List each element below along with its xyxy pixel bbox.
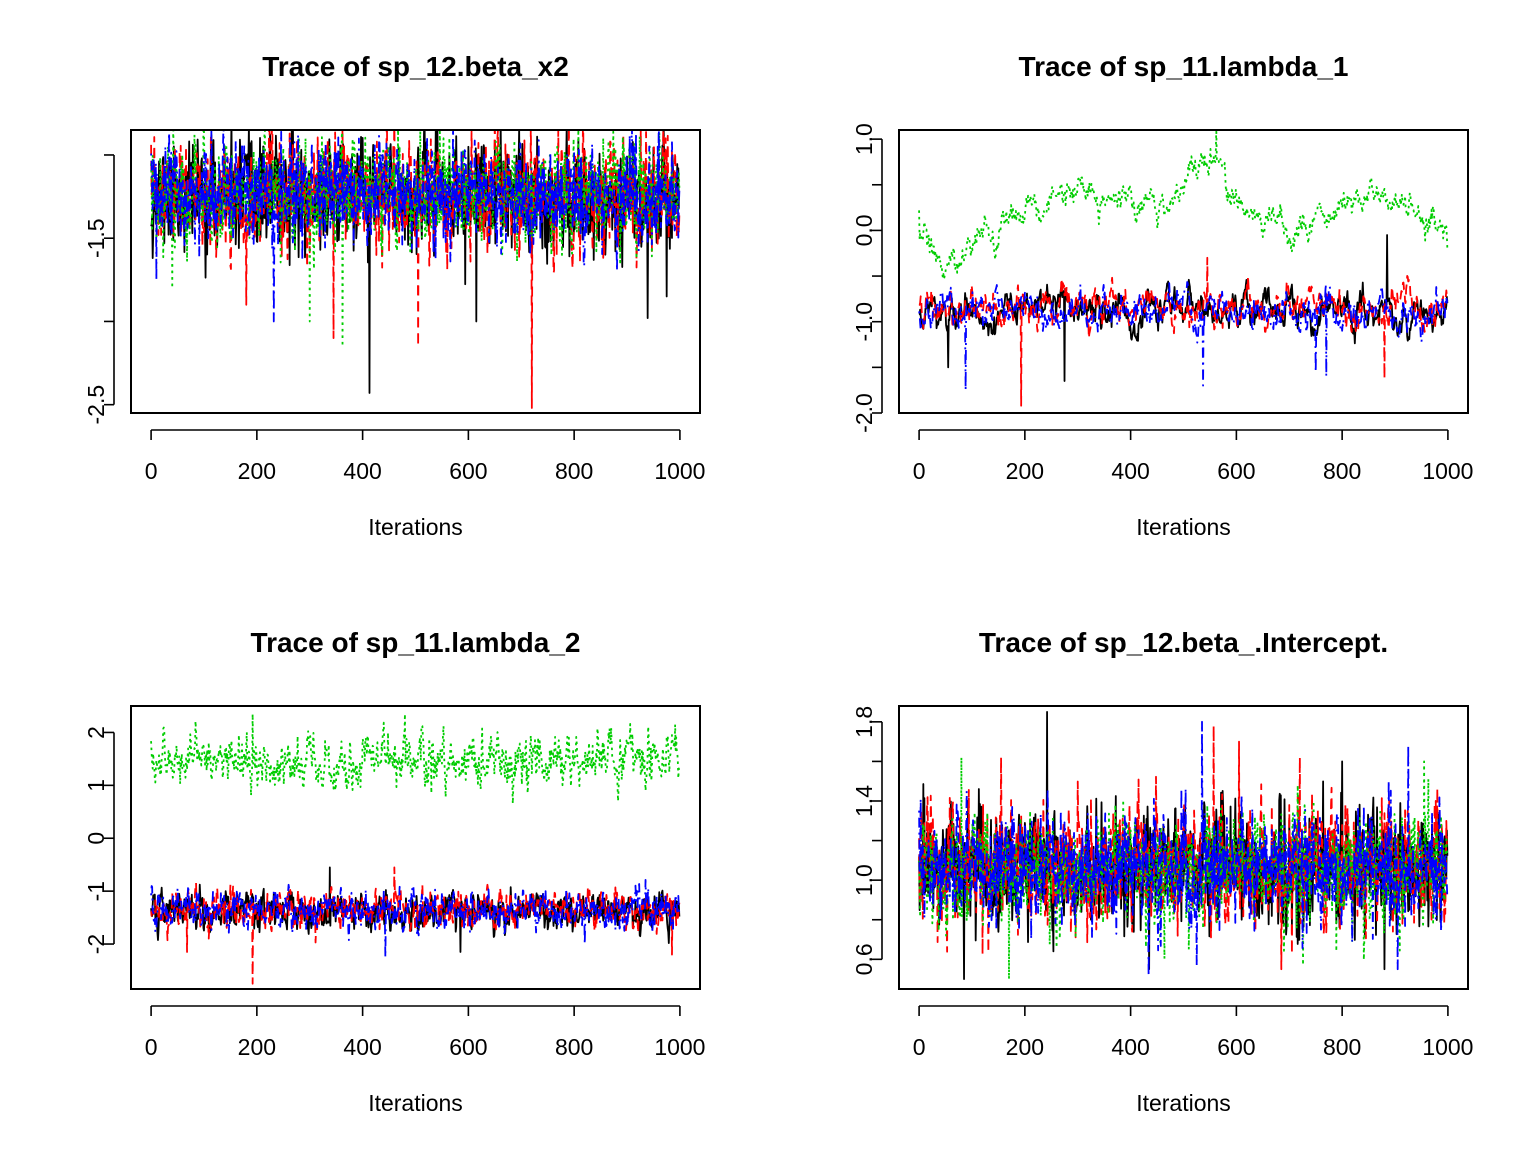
x-tick-label: 800	[555, 458, 593, 484]
y-tick-label: 1.0	[851, 864, 877, 896]
trace-panel-2: 0 200 400 600 800 1000 -2.0 -1.0 0.0 1.0 Trace of …	[851, 51, 1473, 540]
x-tick-label: 1000	[1422, 458, 1473, 484]
x-tick-label: 0	[913, 1034, 926, 1060]
trace-line-chain-3	[150, 713, 681, 805]
y-tick-label: 1	[83, 779, 109, 792]
series-group	[918, 711, 1449, 980]
y-tick-label: -1	[83, 881, 109, 901]
chart-title: Trace of sp_11.lambda_2	[251, 627, 581, 658]
y-tick-label: -2	[83, 934, 109, 954]
x-tick-label: 800	[555, 1034, 593, 1060]
chart-title: Trace of sp_12.beta_.Intercept.	[979, 627, 1388, 658]
x-axis-label: Iterations	[1136, 514, 1231, 540]
x-tick-label: 200	[238, 1034, 276, 1060]
trace-panel-4: 0 200 400 600 800 1000 0.6 1.0 1.4 1.8 Trace of sp…	[851, 627, 1473, 1116]
trace-panel-3: 0 200 400 600 800 1000 -2 -1 0 1 2 Trace of sp_11.l…	[83, 627, 705, 1116]
x-tick-label: 400	[1111, 458, 1149, 484]
x-tick-label: 1000	[654, 1034, 705, 1060]
x-tick-label: 600	[449, 458, 487, 484]
trace-line-chain-4	[918, 720, 1449, 978]
y-tick-label: -2.5	[83, 385, 109, 425]
x-tick-label: 1000	[1422, 1034, 1473, 1060]
trace-line-chain-4	[150, 130, 681, 323]
plot-frame	[130, 129, 701, 414]
trace-line-chain-2	[150, 866, 681, 985]
y-tick-label: 0	[83, 832, 109, 845]
chart-title: Trace of sp_12.beta_x2	[262, 51, 569, 82]
trace-line-chain-4	[150, 879, 681, 959]
x-axis-label: Iterations	[368, 1090, 463, 1116]
plot-frame	[898, 129, 1469, 414]
y-tick-label: -1.5	[83, 218, 109, 258]
x-axis-label: Iterations	[368, 514, 463, 540]
x-tick-label: 1000	[654, 458, 705, 484]
x-tick-label: 0	[145, 458, 158, 484]
trace-line-chain-4	[918, 281, 1449, 392]
x-tick-label: 800	[1323, 1034, 1361, 1060]
trace-line-chain-2	[918, 256, 1449, 407]
x-tick-label: 200	[238, 458, 276, 484]
y-tick-label: 2	[83, 726, 109, 739]
trace-line-chain-3	[918, 130, 1449, 280]
x-tick-label: 400	[343, 458, 381, 484]
x-tick-label: 400	[343, 1034, 381, 1060]
y-tick-label: -1.0	[851, 302, 877, 342]
plot-frame	[130, 705, 701, 990]
series-group	[918, 130, 1449, 407]
y-tick-label: 0.6	[851, 943, 877, 975]
x-tick-label: 0	[145, 1034, 158, 1060]
x-tick-label: 800	[1323, 458, 1361, 484]
x-tick-label: 200	[1006, 458, 1044, 484]
x-tick-label: 600	[1217, 1034, 1255, 1060]
x-tick-label: 400	[1111, 1034, 1149, 1060]
plot-frame	[898, 705, 1469, 990]
chart-title: Trace of sp_11.lambda_1	[1019, 51, 1349, 82]
x-tick-label: 600	[1217, 458, 1255, 484]
y-tick-label: 1.8	[851, 706, 877, 738]
series-group	[150, 130, 681, 409]
y-tick-label: -2.0	[851, 393, 877, 433]
x-tick-label: 600	[449, 1034, 487, 1060]
x-tick-label: 200	[1006, 1034, 1044, 1060]
series-group	[150, 713, 681, 985]
y-tick-label: 1.4	[851, 785, 877, 817]
y-tick-label: 1.0	[851, 123, 877, 155]
y-tick-label: 0.0	[851, 214, 877, 246]
x-tick-label: 0	[913, 458, 926, 484]
x-axis-label: Iterations	[1136, 1090, 1231, 1116]
trace-panel-1: 0 200 400 600 800 1000 -2.5 -1.5 Trace of sp_12.…	[83, 51, 705, 540]
